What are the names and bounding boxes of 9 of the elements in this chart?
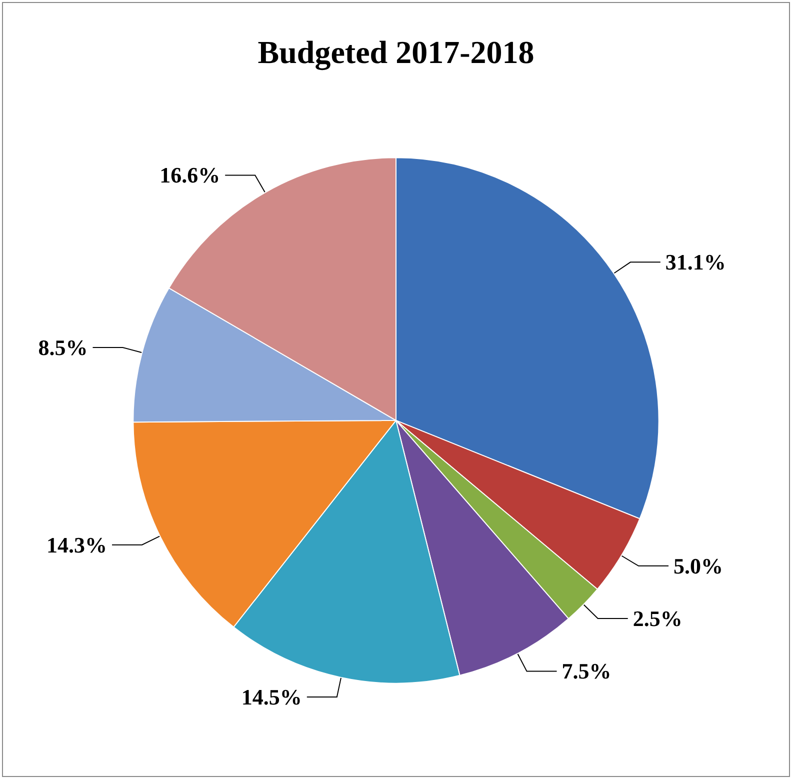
data-label: 5.0%	[674, 553, 724, 578]
data-label: 7.5%	[562, 658, 612, 684]
data-label: 2.5%	[632, 606, 682, 632]
chart-title: Budgeted 2017-2018	[258, 34, 534, 71]
data-label: 16.6%	[160, 162, 220, 188]
data-label: 14.5%	[241, 684, 302, 710]
data-label: 31.1%	[665, 250, 726, 275]
data-label: 14.3%	[46, 532, 108, 558]
data-label: 8.5%	[38, 335, 88, 360]
